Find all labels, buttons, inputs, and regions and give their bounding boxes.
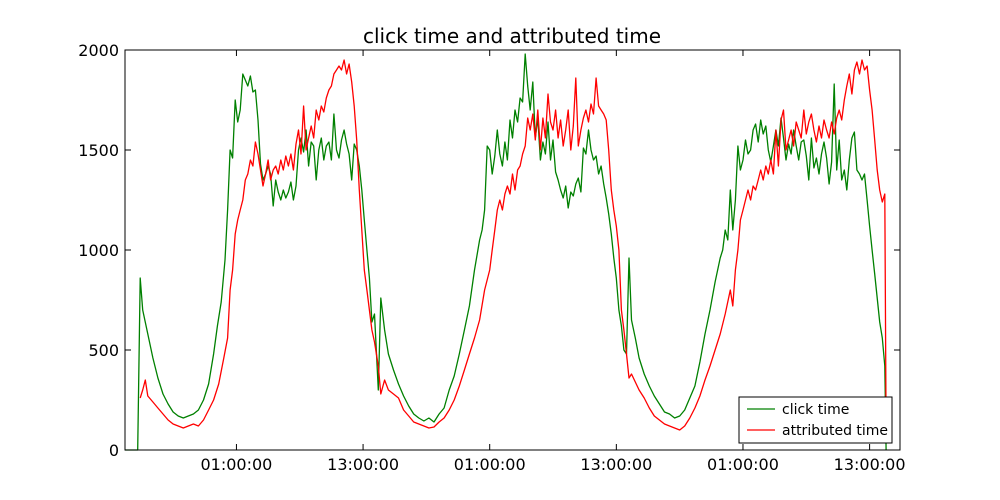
series-line-click-time <box>125 53 887 451</box>
series-lines <box>125 53 887 451</box>
legend-label: attributed time <box>782 423 888 439</box>
chart-title: click time and attributed time <box>363 24 661 48</box>
x-tick-label: 01:00:00 <box>454 455 526 474</box>
legend: click time attributed time <box>738 396 893 444</box>
series-line-attributed-time <box>139 59 887 431</box>
x-tick-label: 13:00:00 <box>580 455 652 474</box>
y-tick-label: 1000 <box>78 241 119 260</box>
y-tick-label: 2000 <box>78 41 119 60</box>
x-tick-label: 01:00:00 <box>201 455 273 474</box>
y-tick-label: 500 <box>88 341 119 360</box>
legend-label: click time <box>782 402 849 418</box>
legend-box <box>738 396 893 444</box>
y-tick-label: 0 <box>109 441 119 460</box>
axis-ticks: 0 500 1000 1500 2000 01:00:00 13:00:00 01:00:00… <box>78 41 905 474</box>
y-tick-label: 1500 <box>78 141 119 160</box>
x-tick-label: 01:00:00 <box>707 455 779 474</box>
x-tick-label: 13:00:00 <box>834 455 906 474</box>
x-tick-label: 13:00:00 <box>327 455 399 474</box>
